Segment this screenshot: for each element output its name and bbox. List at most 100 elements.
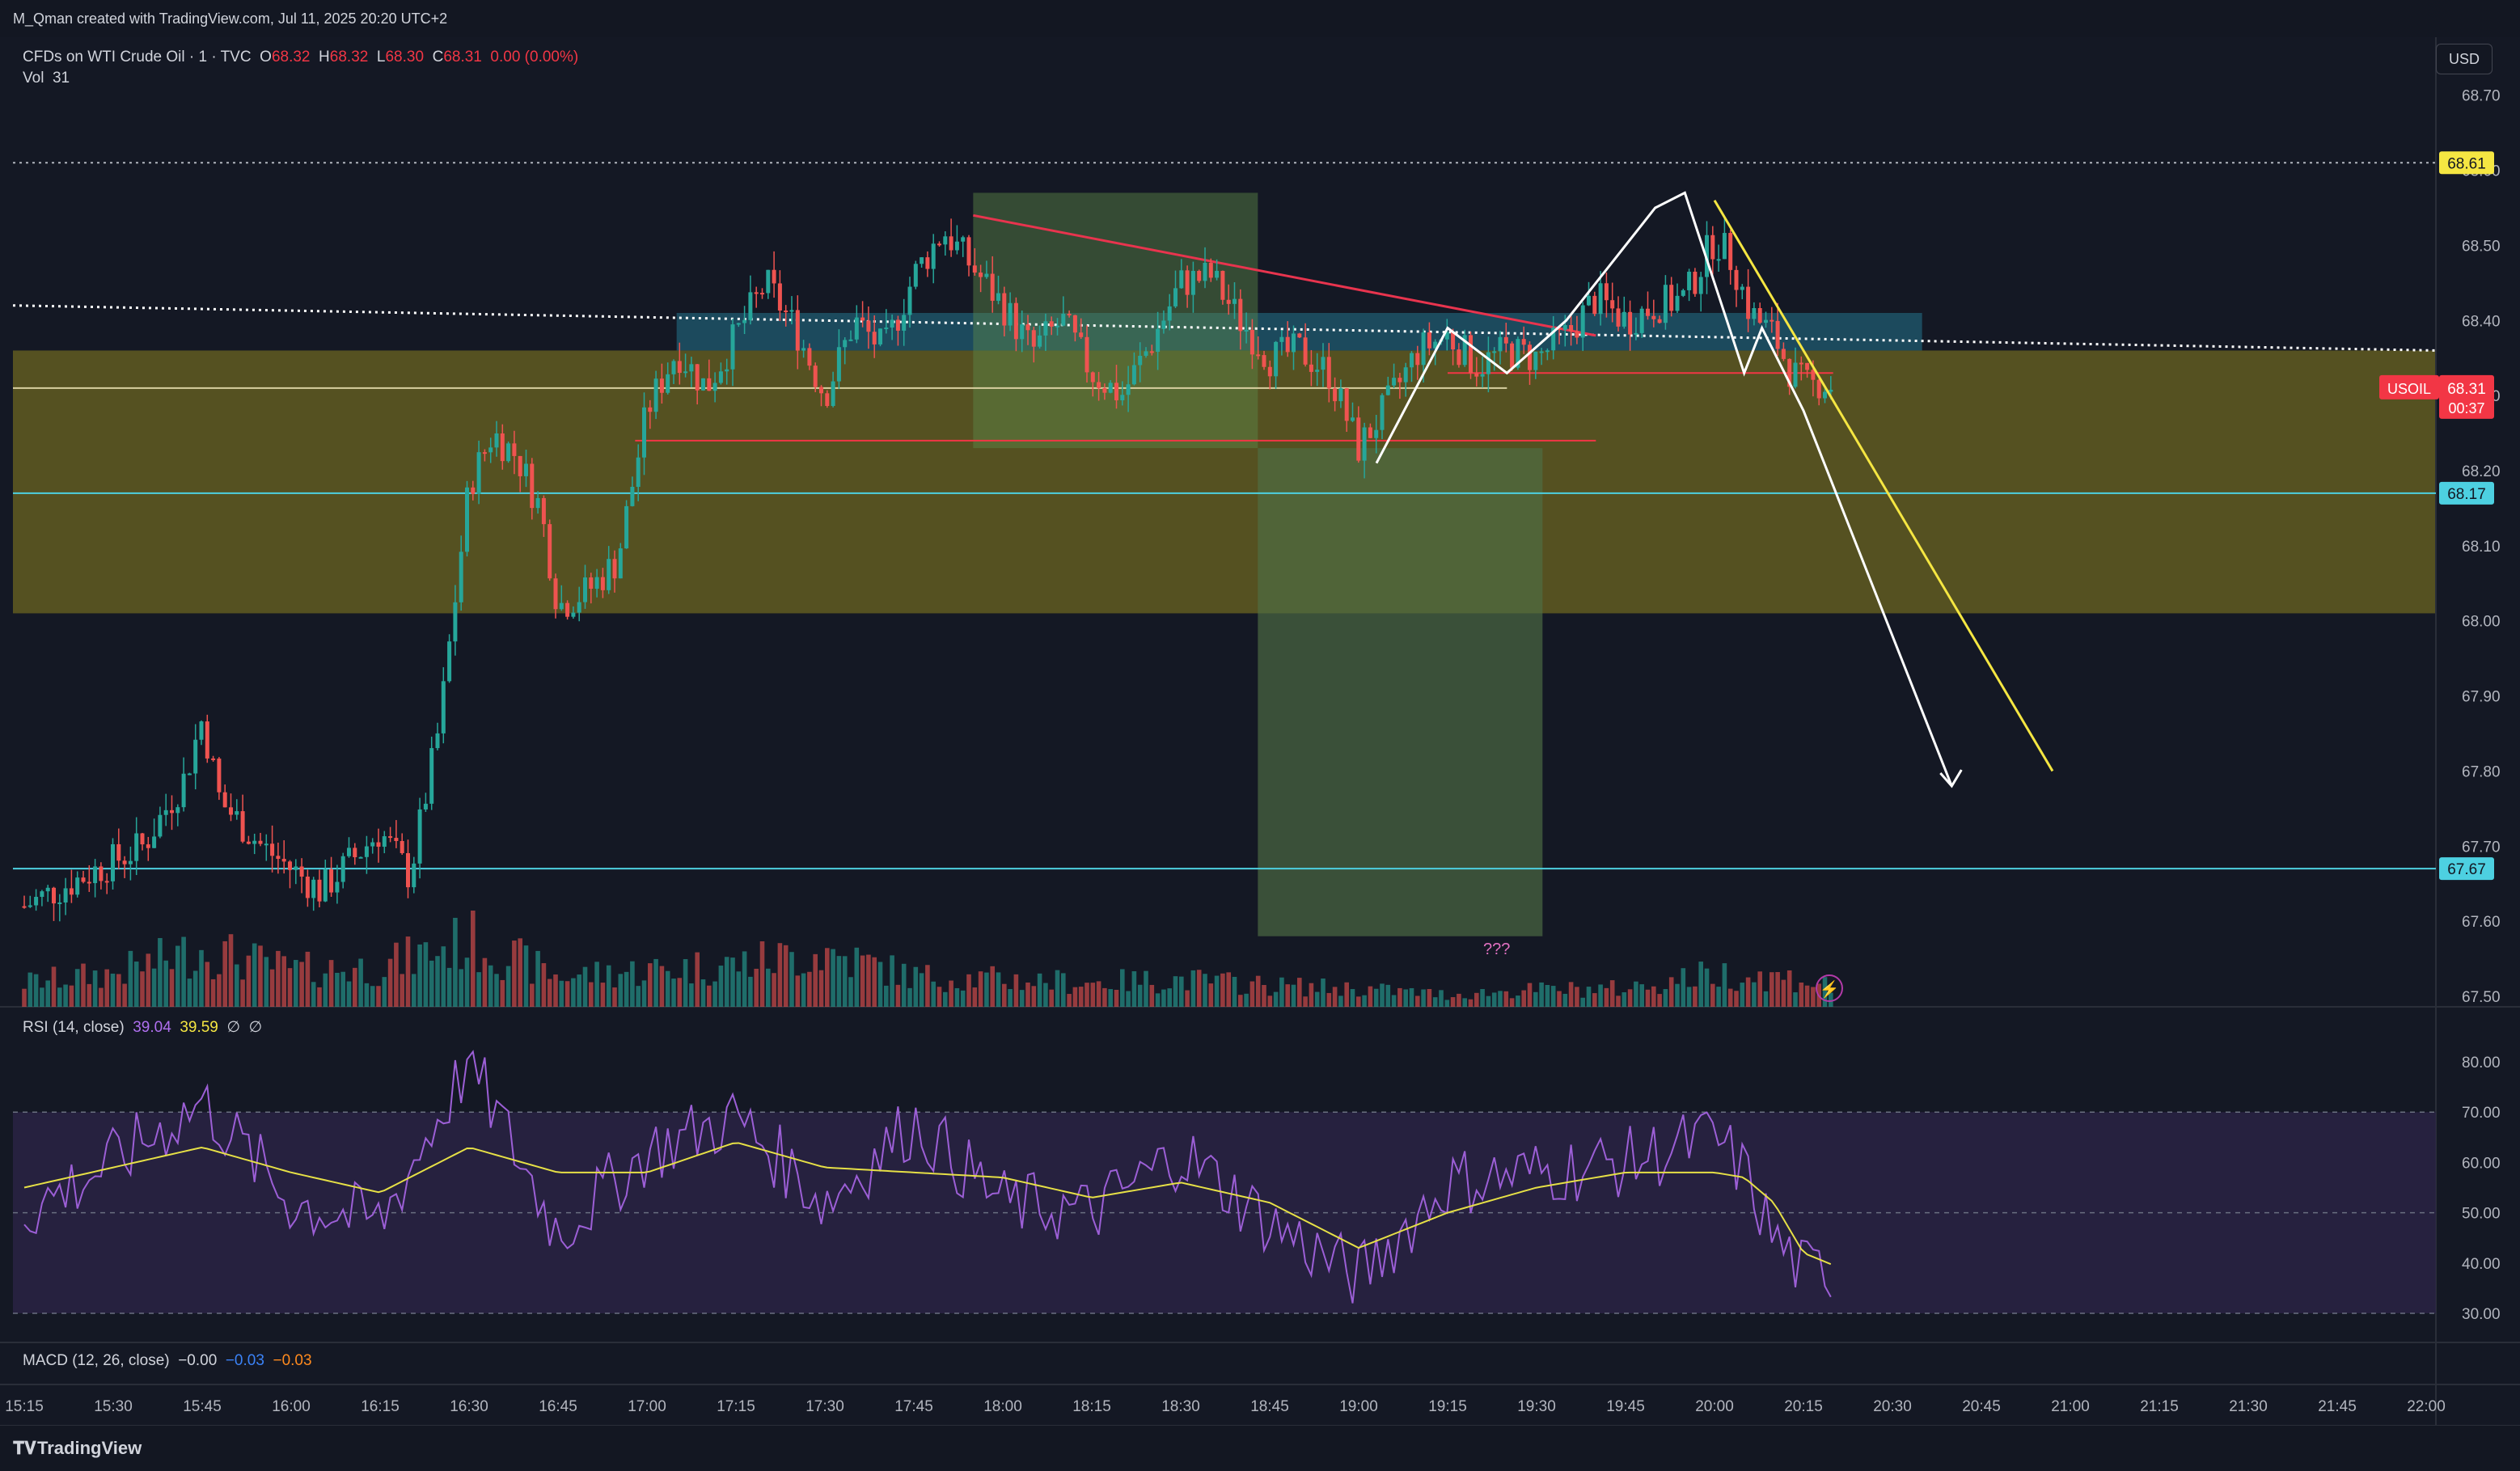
symbol-legend[interactable]: CFDs on WTI Crude Oil · 1 · TVC O68.32 H…: [23, 45, 578, 70]
volume-bar: [972, 987, 978, 1007]
candle-body: [866, 320, 871, 332]
macd-legend[interactable]: MACD (12, 26, close) −0.00 −0.03 −0.03: [23, 1352, 312, 1370]
candle-body: [1521, 339, 1526, 345]
open-value: 68.32: [271, 49, 311, 66]
volume-bar: [1775, 972, 1780, 1007]
volume-bar: [1179, 976, 1184, 1007]
candle-body: [1020, 324, 1025, 340]
position-target-box: [973, 192, 1258, 449]
candle-body: [441, 681, 446, 733]
volume-bar: [505, 966, 511, 1007]
rsi-value: 39.04: [133, 1019, 171, 1036]
resistance-zone: [676, 313, 1922, 351]
time-tick-label: 15:30: [94, 1398, 133, 1415]
drawings-layer: ???: [1375, 191, 2054, 958]
candle-body: [364, 846, 369, 857]
candle-body: [294, 866, 298, 870]
time-tick-label: 16:45: [539, 1398, 577, 1415]
volume-bar: [128, 950, 133, 1007]
candle-body: [1144, 351, 1148, 356]
volume-bar: [890, 955, 894, 1007]
lightning-icon[interactable]: ⚡: [1816, 974, 1843, 1002]
time-tick-label: 20:15: [1784, 1398, 1823, 1415]
volume-bar: [74, 969, 80, 1007]
candle-body: [1055, 325, 1059, 328]
candle-body: [1781, 349, 1786, 359]
price-badge-label: 68.17: [2447, 486, 2486, 503]
price-tick-label: 68.20: [2462, 463, 2501, 480]
volume-bar: [488, 965, 493, 1007]
candle-body: [305, 876, 310, 898]
candle-body: [1444, 332, 1449, 340]
candle-body: [1598, 283, 1603, 315]
rsi-line: [23, 1050, 1832, 1304]
candle-body: [902, 315, 907, 331]
candle-body: [1587, 295, 1591, 306]
volume-bar: [1503, 991, 1509, 1007]
candle-countdown-label: 00:37: [2448, 400, 2484, 416]
volume-bar: [724, 957, 729, 1007]
candle-body: [1292, 333, 1296, 353]
candle-body: [317, 879, 322, 902]
candle-body: [1610, 300, 1615, 309]
rsi-legend[interactable]: RSI (14, close) 39.04 39.59 ∅ ∅: [23, 1018, 262, 1037]
candle-body: [1410, 353, 1414, 368]
candle-body: [1492, 351, 1497, 353]
candle-body: [920, 257, 924, 264]
candle-body: [1498, 336, 1503, 352]
symbol-name[interactable]: CFDs on WTI Crude Oil · 1 · TVC: [23, 49, 252, 66]
volume-bar: [594, 962, 599, 1007]
volume-bar: [1185, 990, 1190, 1007]
candle-body: [612, 559, 617, 579]
time-tick-label: 17:45: [894, 1398, 933, 1415]
candle-body: [57, 902, 62, 904]
rsi-na-1: ∅: [226, 1019, 240, 1036]
volume-bar: [1439, 990, 1444, 1007]
candle-body: [116, 843, 121, 861]
volume-bar: [110, 973, 116, 1007]
candle-body: [406, 852, 410, 888]
volume-bar: [742, 951, 747, 1007]
candle-body: [1374, 429, 1379, 438]
volume-bar: [340, 971, 345, 1007]
volume-bar: [1403, 989, 1408, 1007]
candle-body: [1722, 233, 1727, 260]
candle-body: [553, 578, 558, 610]
forecast-yellow-path: [1713, 199, 2054, 772]
candle-body: [52, 887, 56, 904]
candle-body: [636, 457, 641, 488]
volume-bar: [299, 962, 304, 1007]
candle-body: [848, 339, 853, 341]
volume-bar: [712, 981, 717, 1007]
candle-body: [187, 773, 192, 776]
volume-bar: [181, 936, 186, 1007]
candle-body: [1203, 262, 1207, 281]
volume-bar: [1344, 982, 1349, 1007]
candle-body: [677, 361, 682, 374]
footer-bar: [0, 1425, 2520, 1471]
candle-body: [146, 844, 150, 848]
volume-bar: [323, 973, 328, 1007]
candle-body: [748, 292, 753, 320]
volume-bar: [92, 970, 98, 1007]
candle-body: [1215, 270, 1220, 278]
currency-button[interactable]: USD: [2436, 44, 2493, 74]
candle-body: [1545, 350, 1550, 353]
price-tick-label: 68.50: [2462, 238, 2501, 255]
candle-body: [1503, 336, 1508, 344]
volume-bar: [1562, 993, 1568, 1007]
volume-legend[interactable]: Vol 31: [23, 70, 70, 87]
candle-body: [577, 602, 581, 613]
tradingview-logo[interactable]: 𝐓𝐕TradingView: [13, 1438, 142, 1459]
price-tick-label: 68.10: [2462, 539, 2501, 556]
volume-bar: [1203, 974, 1207, 1007]
volume-bar: [27, 972, 33, 1007]
volume-bar: [1161, 989, 1166, 1007]
volume-bar: [872, 957, 877, 1007]
candle-body: [370, 842, 375, 847]
volume-bar: [589, 982, 594, 1007]
candle-body: [1622, 311, 1626, 327]
candle-body: [1740, 286, 1744, 290]
volume-bar: [370, 986, 375, 1007]
